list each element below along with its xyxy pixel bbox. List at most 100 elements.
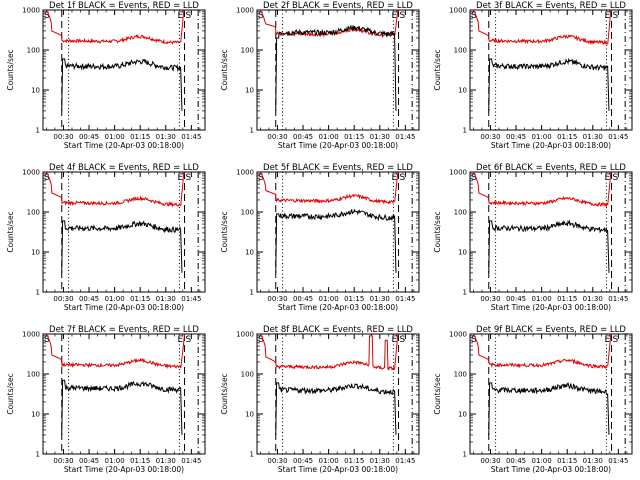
x-tick-label: 01:30 — [583, 457, 603, 465]
plot-frame — [469, 333, 633, 455]
y-axis-label: Counts/sec — [433, 211, 442, 252]
panel-det-8f: Det 8f BLACK = Events, RED = LLD 1 10 100 10… — [220, 325, 420, 474]
x-tick-label: 00:45 — [79, 133, 99, 141]
x-tick-label: 01:00 — [532, 457, 552, 465]
x-tick-label: 01:45 — [608, 295, 628, 303]
y-tick-label: 1 — [463, 127, 467, 135]
lld-series-line — [472, 171, 612, 208]
x-tick-label: 01:30 — [156, 457, 176, 465]
y-tick-label: 1000 — [22, 331, 40, 339]
marker-e: E — [178, 11, 184, 21]
x-tick-label: 00:45 — [293, 457, 313, 465]
plot-frame — [256, 9, 420, 131]
x-tick-label: 01:00 — [319, 133, 339, 141]
events-series-line — [61, 379, 183, 435]
x-tick-label: 01:30 — [583, 295, 603, 303]
x-tick-label: 01:15 — [557, 295, 577, 303]
y-axis-label: Counts/sec — [6, 373, 15, 414]
x-tick-label: 01:15 — [130, 295, 150, 303]
events-series-line — [488, 57, 610, 111]
y-tick-label: 100 — [454, 47, 467, 55]
lld-series-line — [472, 333, 612, 369]
y-tick-label: 10 — [245, 249, 254, 257]
panel-title: Det 4f BLACK = Events, RED = LLD — [49, 163, 199, 173]
x-tick-label: 00:45 — [79, 457, 99, 465]
panel-det-6f: Det 6f BLACK = Events, RED = LLD 1 10 100 10… — [433, 163, 633, 312]
x-tick-label: 00:45 — [79, 295, 99, 303]
x-tick-label: 00:45 — [506, 295, 526, 303]
y-tick-label: 1 — [463, 451, 467, 459]
x-tick-label: 00:30 — [480, 133, 500, 141]
plot-frame — [256, 171, 420, 293]
panel-title: Det 8f BLACK = Events, RED = LLD — [263, 325, 413, 335]
x-tick-label: 01:15 — [557, 133, 577, 141]
plot-frame — [42, 9, 206, 131]
panel-det-2f: Det 2f BLACK = Events, RED = LLD 1 10 100 10… — [220, 1, 420, 150]
marker-s-left: S — [44, 335, 50, 345]
y-tick-label: 1 — [463, 289, 467, 297]
y-tick-label: 10 — [458, 411, 467, 419]
x-tick-label: 01:00 — [532, 133, 552, 141]
marker-e: E — [392, 11, 398, 21]
y-tick-label: 10 — [31, 411, 40, 419]
plot-frame — [256, 333, 420, 455]
y-tick-label: 100 — [241, 371, 254, 379]
y-tick-label: 1000 — [449, 7, 467, 15]
y-tick-label: 1 — [36, 451, 40, 459]
events-series-line — [61, 220, 183, 273]
x-tick-label: 01:15 — [344, 133, 364, 141]
y-tick-label: 10 — [458, 249, 467, 257]
y-tick-label: 100 — [27, 371, 40, 379]
plot-frame — [469, 171, 633, 293]
marker-s-right: S — [186, 335, 192, 345]
y-axis-label: Counts/sec — [220, 373, 229, 414]
x-tick-label: 00:30 — [53, 457, 73, 465]
marker-e: E — [605, 335, 611, 345]
x-tick-label: 01:45 — [395, 457, 415, 465]
y-tick-label: 1000 — [449, 169, 467, 177]
x-tick-label: 01:00 — [319, 457, 339, 465]
panel-det-1f: Det 1f BLACK = Events, RED = LLD 1 10 100 10… — [6, 1, 206, 150]
lld-series-line — [259, 171, 399, 205]
plot-frame — [42, 333, 206, 455]
marker-s-right: S — [186, 11, 192, 21]
lld-series-line — [45, 9, 185, 45]
marker-e: E — [392, 335, 398, 345]
marker-s-right: S — [400, 335, 406, 345]
lld-series-line — [45, 171, 185, 208]
x-tick-label: 01:00 — [319, 295, 339, 303]
y-tick-label: 100 — [454, 371, 467, 379]
plot-frame — [42, 171, 206, 293]
x-tick-label: 01:45 — [608, 133, 628, 141]
x-tick-label: 00:45 — [293, 295, 313, 303]
x-tick-label: 00:30 — [267, 295, 287, 303]
y-tick-label: 10 — [31, 249, 40, 257]
y-tick-label: 1000 — [22, 7, 40, 15]
y-tick-label: 10 — [245, 87, 254, 95]
x-tick-label: 00:30 — [267, 457, 287, 465]
panel-title: Det 7f BLACK = Events, RED = LLD — [49, 325, 199, 335]
x-tick-label: 01:30 — [370, 457, 390, 465]
x-tick-label: 01:45 — [181, 295, 201, 303]
x-tick-label: 00:30 — [53, 133, 73, 141]
marker-s-left: S — [258, 173, 264, 183]
events-series-line — [275, 208, 397, 273]
x-tick-label: 01:45 — [608, 457, 628, 465]
x-tick-label: 01:45 — [395, 295, 415, 303]
y-tick-label: 100 — [27, 47, 40, 55]
plot-frame — [469, 9, 633, 131]
y-tick-label: 1000 — [236, 169, 254, 177]
y-tick-label: 100 — [454, 209, 467, 217]
x-tick-label: 01:30 — [156, 133, 176, 141]
x-axis-label: Start Time (20-Apr-03 00:18:00) — [278, 303, 398, 312]
marker-e: E — [605, 11, 611, 21]
x-axis-label: Start Time (20-Apr-03 00:18:00) — [278, 465, 398, 474]
x-tick-label: 01:30 — [370, 133, 390, 141]
lld-series-line — [45, 333, 186, 370]
y-tick-label: 100 — [241, 47, 254, 55]
marker-s-right: S — [400, 173, 406, 183]
x-tick-label: 00:45 — [293, 133, 313, 141]
x-tick-label: 01:30 — [156, 295, 176, 303]
x-tick-label: 01:30 — [370, 295, 390, 303]
y-tick-label: 1 — [250, 289, 254, 297]
